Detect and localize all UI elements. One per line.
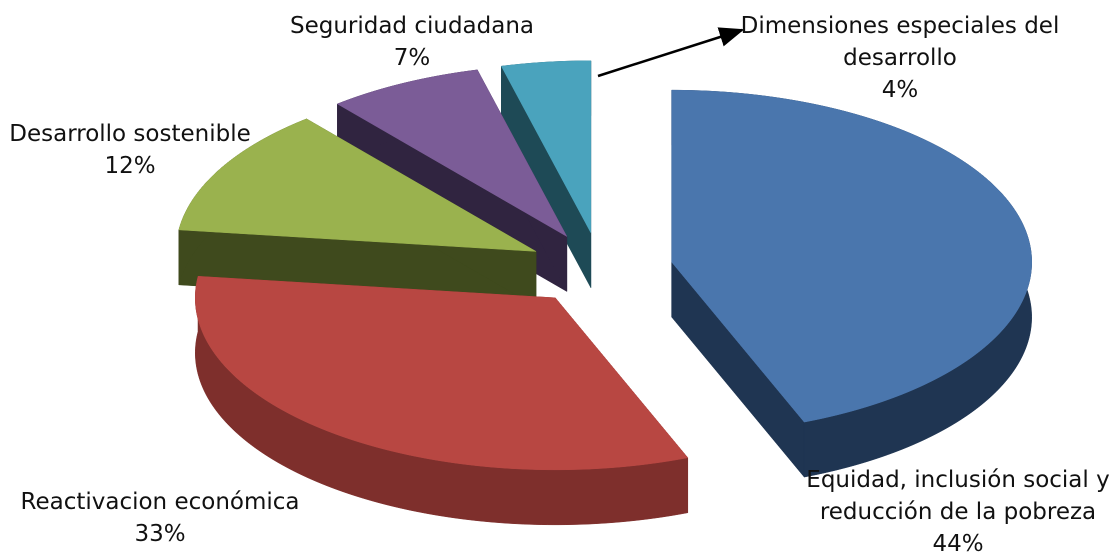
slice-label: Seguridad ciudadana 7% <box>282 10 542 74</box>
slice-label: Equidad, inclusión social y reducción de… <box>803 464 1109 558</box>
slice-label: Reactivacion económica 33% <box>0 486 320 550</box>
category-name: Reactivacion económica <box>20 489 300 515</box>
value-label: 7% <box>393 45 431 71</box>
value-label: 12% <box>104 153 156 179</box>
category-name: Desarrollo sostenible <box>9 121 251 147</box>
value-label: 44% <box>932 531 984 557</box>
slice-top <box>500 60 592 233</box>
slice <box>195 276 689 526</box>
leader-arrow <box>597 27 745 78</box>
slice <box>671 89 1032 478</box>
value-label: 33% <box>134 521 186 547</box>
slice-label: Desarrollo sostenible 12% <box>0 118 270 182</box>
slice-label: Dimensiones especiales del desarrollo 4% <box>735 10 1065 106</box>
value-label: 4% <box>881 77 919 103</box>
category-name: Seguridad ciudadana <box>289 13 535 39</box>
category-name: Equidad, inclusión social y reducción de… <box>806 467 1109 525</box>
slice-top <box>671 89 1032 423</box>
slice <box>178 118 537 307</box>
slice <box>500 60 592 288</box>
slice-top <box>178 118 537 252</box>
slice-top <box>336 69 568 238</box>
slice-top <box>195 276 689 471</box>
category-name: Dimensiones especiales del desarrollo <box>740 13 1060 71</box>
